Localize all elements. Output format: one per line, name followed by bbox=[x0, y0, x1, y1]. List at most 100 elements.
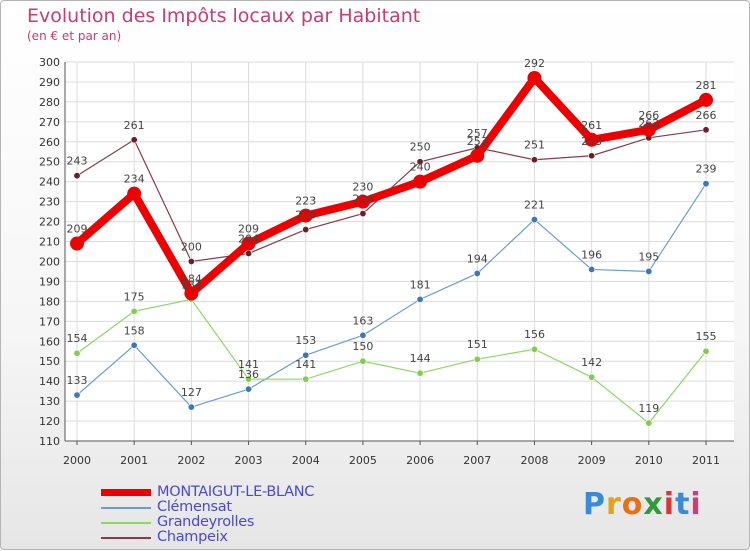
logo-letter: x bbox=[643, 487, 664, 522]
y-tick-label: 230 bbox=[39, 196, 60, 209]
data-label: 175 bbox=[124, 290, 145, 303]
data-label: 209 bbox=[67, 223, 88, 236]
data-point-grandeyrolles bbox=[530, 345, 538, 353]
y-tick-label: 200 bbox=[39, 255, 60, 268]
data-label: 119 bbox=[638, 402, 659, 415]
data-label: 155 bbox=[696, 330, 717, 343]
data-label: 216 bbox=[295, 209, 316, 222]
data-point-montaigut-le-blanc bbox=[355, 194, 370, 209]
series-line-grandeyrolles bbox=[76, 298, 707, 424]
data-point-montaigut-le-blanc bbox=[527, 70, 542, 85]
data-label: 144 bbox=[410, 352, 431, 365]
y-tick-label: 300 bbox=[39, 56, 60, 69]
data-label: 141 bbox=[295, 358, 316, 371]
data-point-cl-mensat bbox=[130, 341, 138, 349]
data-label: 141 bbox=[238, 358, 259, 371]
y-tick-label: 190 bbox=[39, 275, 60, 288]
y-tick-label: 180 bbox=[39, 295, 60, 308]
data-label: 150 bbox=[352, 340, 373, 353]
data-label: 253 bbox=[467, 135, 488, 148]
legend-label-champeix: Champeix bbox=[157, 529, 228, 545]
data-point-grandeyrolles bbox=[359, 357, 367, 365]
x-tick-label: 2000 bbox=[63, 454, 91, 467]
legend-swatch-montaigut bbox=[101, 489, 151, 496]
data-label: 181 bbox=[410, 278, 431, 291]
data-label: 133 bbox=[67, 374, 88, 387]
data-label: 261 bbox=[581, 119, 602, 132]
y-tick-label: 110 bbox=[39, 435, 60, 448]
data-label: 221 bbox=[524, 199, 545, 212]
data-label: 204 bbox=[238, 232, 259, 245]
data-point-grandeyrolles bbox=[73, 349, 81, 357]
legend-label-grandeyrolles: Grandeyrolles bbox=[157, 514, 255, 530]
y-tick-label: 170 bbox=[39, 315, 60, 328]
data-label: 253 bbox=[581, 135, 602, 148]
data-point-montaigut-le-blanc bbox=[584, 132, 599, 147]
x-tick-label: 2010 bbox=[635, 454, 663, 467]
data-point-montaigut-le-blanc bbox=[470, 148, 485, 163]
x-tick-label: 2004 bbox=[292, 454, 320, 467]
data-point-grandeyrolles bbox=[245, 375, 253, 383]
data-point-grandeyrolles bbox=[416, 369, 424, 377]
data-point-grandeyrolles bbox=[130, 307, 138, 315]
data-point-champeix bbox=[130, 136, 138, 144]
data-label: 184 bbox=[181, 272, 202, 285]
data-point-montaigut-le-blanc bbox=[127, 186, 142, 201]
data-label: 181 bbox=[181, 278, 202, 291]
data-label: 240 bbox=[410, 161, 431, 174]
x-tick-label: 2005 bbox=[349, 454, 377, 467]
x-tick-label: 2007 bbox=[463, 454, 491, 467]
y-tick-label: 130 bbox=[39, 395, 60, 408]
proxiti-logo: Proxiti bbox=[583, 487, 702, 522]
legend-swatch-grandeyrolles bbox=[101, 522, 151, 524]
y-tick-label: 140 bbox=[39, 375, 60, 388]
data-point-cl-mensat bbox=[702, 180, 710, 188]
data-label: 281 bbox=[696, 79, 717, 92]
data-label: 142 bbox=[581, 356, 602, 369]
data-point-champeix bbox=[359, 210, 367, 218]
data-label: 156 bbox=[524, 328, 545, 341]
data-point-champeix bbox=[702, 126, 710, 134]
legend-label-montaigut: MONTAIGUT-LE-BLANC bbox=[157, 484, 315, 500]
data-point-cl-mensat bbox=[416, 295, 424, 303]
chart-title: Evolution des Impôts locaux par Habitant bbox=[27, 5, 421, 27]
data-point-montaigut-le-blanc bbox=[70, 236, 84, 251]
data-label: 251 bbox=[524, 139, 545, 152]
x-tick-label: 2006 bbox=[406, 454, 434, 467]
data-label: 266 bbox=[696, 109, 717, 122]
x-tick-label: 2001 bbox=[120, 454, 148, 467]
series-line-montaigut-le-blanc bbox=[73, 73, 710, 298]
y-tick-label: 210 bbox=[39, 236, 60, 249]
y-tick-label: 280 bbox=[39, 96, 60, 109]
data-label: 243 bbox=[67, 155, 88, 168]
y-tick-label: 220 bbox=[39, 216, 60, 229]
logo-letter: i bbox=[690, 487, 702, 522]
data-point-montaigut-le-blanc bbox=[298, 208, 313, 223]
logo-letter: o bbox=[621, 487, 644, 522]
y-tick-label: 240 bbox=[39, 176, 60, 189]
data-point-cl-mensat bbox=[359, 331, 367, 339]
y-tick-label: 290 bbox=[39, 76, 60, 89]
x-tick-label: 2002 bbox=[177, 454, 205, 467]
data-point-montaigut-le-blanc bbox=[699, 92, 713, 107]
chart-subtitle: (en € et par an) bbox=[27, 29, 122, 43]
y-tick-label: 250 bbox=[39, 156, 60, 169]
data-label: 230 bbox=[352, 181, 373, 194]
data-point-champeix bbox=[245, 249, 253, 257]
data-point-cl-mensat bbox=[302, 351, 310, 359]
data-point-montaigut-le-blanc bbox=[413, 174, 428, 189]
data-point-montaigut-le-blanc bbox=[641, 122, 656, 137]
data-point-cl-mensat bbox=[245, 385, 253, 393]
data-label: 200 bbox=[181, 240, 202, 253]
data-label: 262 bbox=[638, 117, 659, 130]
data-point-montaigut-le-blanc bbox=[241, 236, 256, 251]
data-point-champeix bbox=[73, 172, 81, 180]
y-tick-label: 260 bbox=[39, 136, 60, 149]
x-tick-label: 2011 bbox=[692, 454, 720, 467]
data-point-cl-mensat bbox=[530, 216, 538, 224]
data-point-cl-mensat bbox=[588, 265, 596, 273]
data-point-grandeyrolles bbox=[588, 373, 596, 381]
data-label: 239 bbox=[696, 163, 717, 176]
